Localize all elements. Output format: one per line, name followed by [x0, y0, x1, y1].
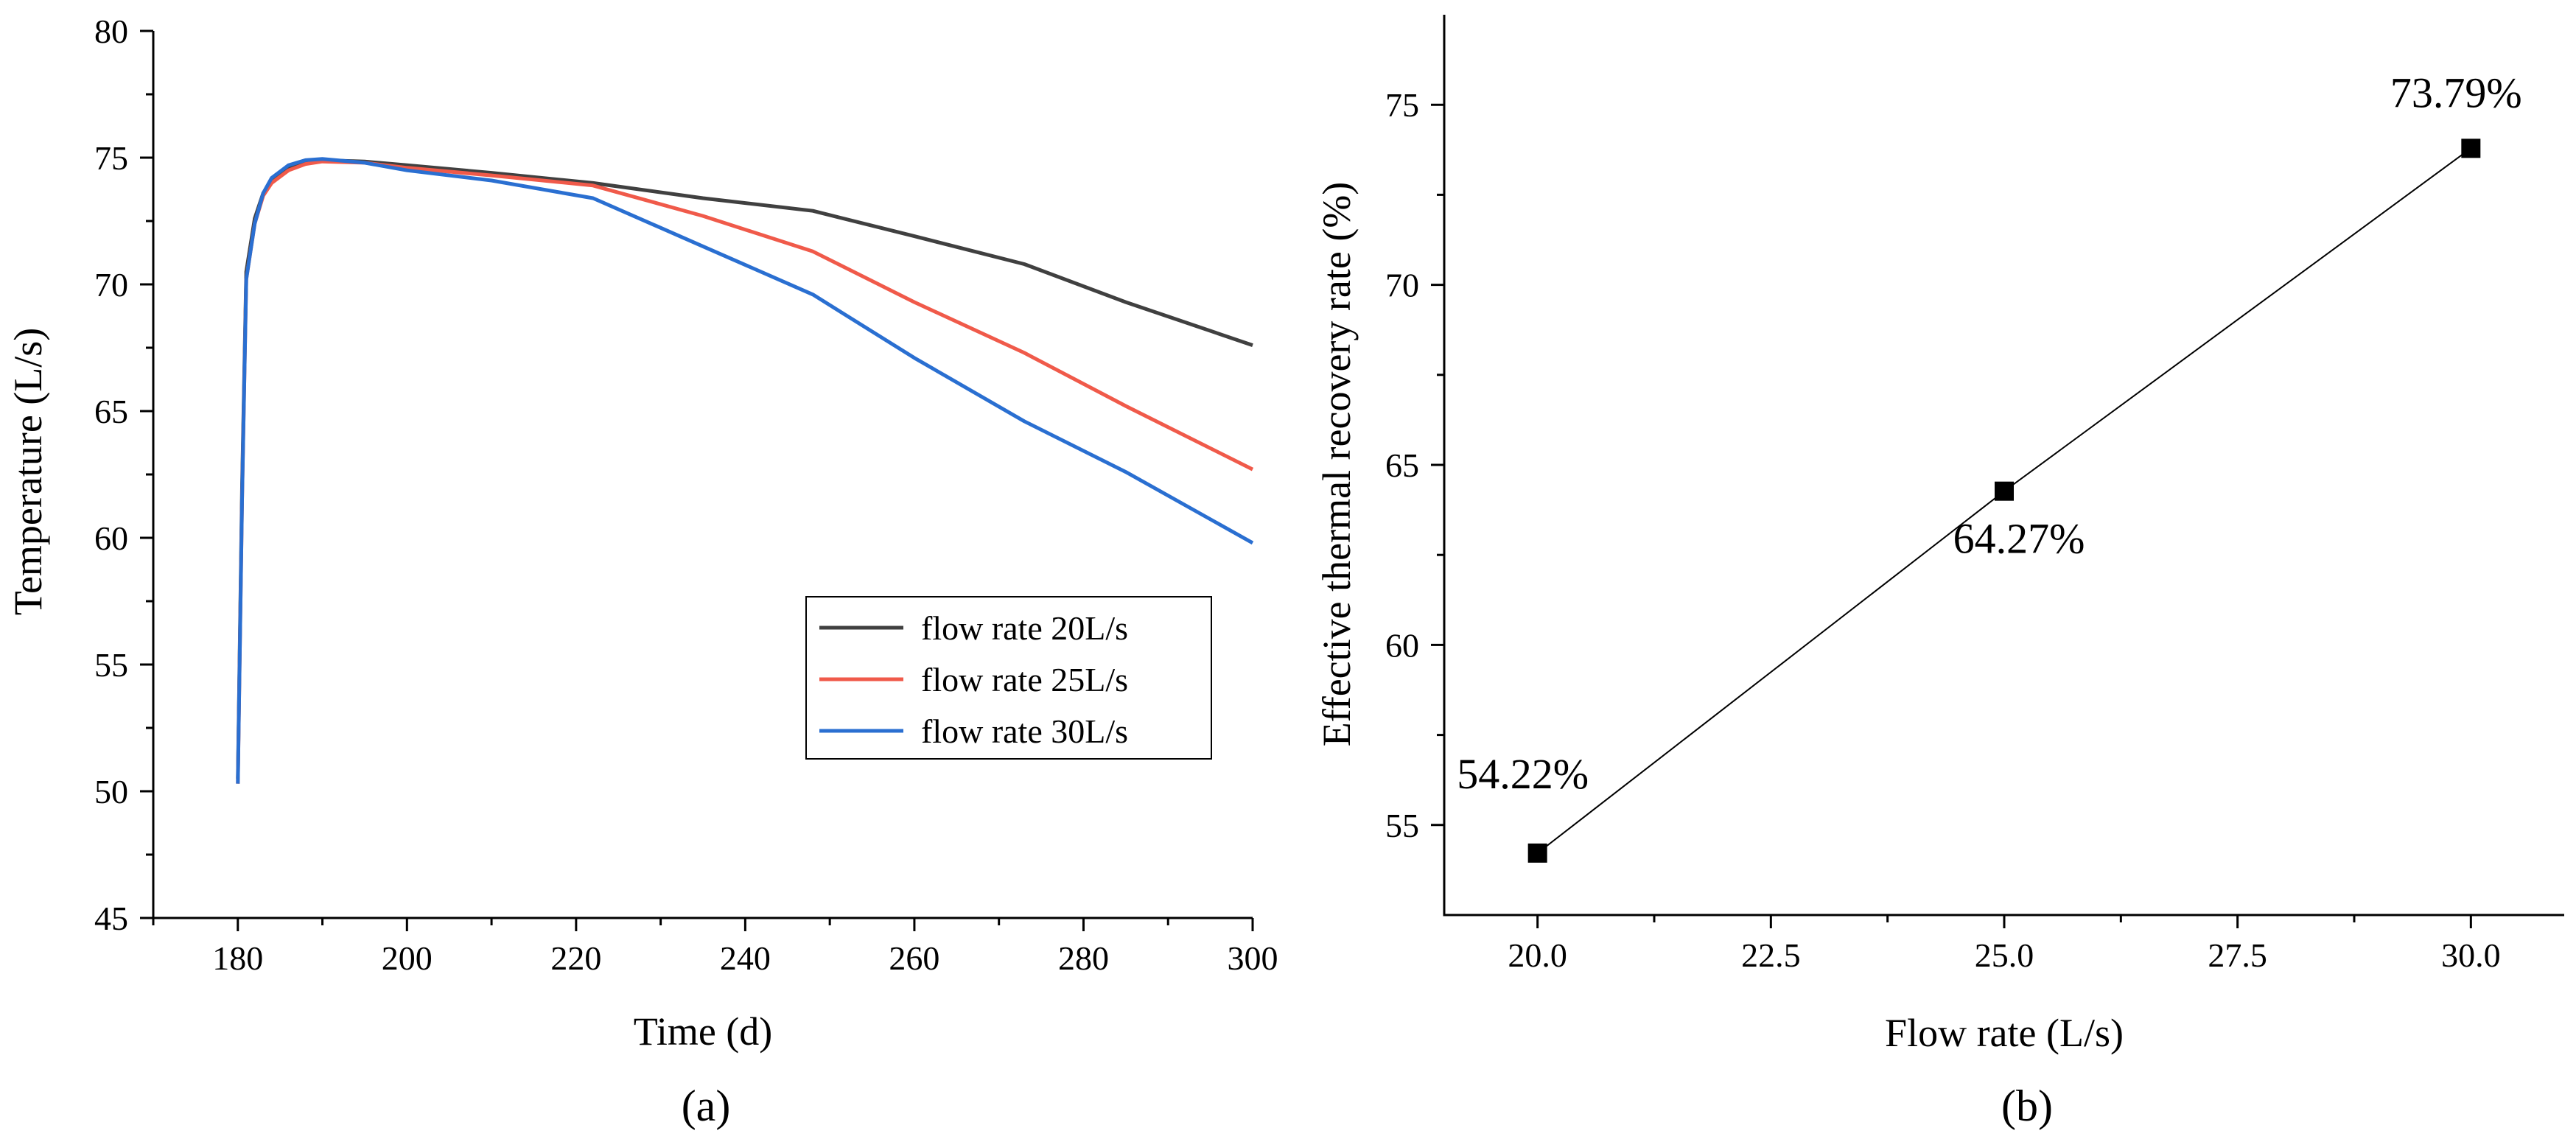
- chart-b-xlabel: Flow rate (L/s): [1885, 1011, 2124, 1055]
- chart-a-xtick-label: 220: [550, 939, 601, 977]
- chart-b-ytick-label: 75: [1385, 86, 1419, 124]
- chart-a-panel-label: (a): [682, 1082, 731, 1130]
- chart-a-xlabel: Time (d): [634, 1009, 773, 1054]
- chart-a-ytick-label: 75: [94, 139, 128, 177]
- chart-b-axes: [1443, 15, 2564, 917]
- chart-a-xtick-label: 240: [720, 939, 771, 977]
- chart-a: 180 200 220 240 260 280 300 45 50 55 60 65 70 75 80 f…: [6, 13, 1278, 1130]
- chart-b-xtick-label: 22.5: [1741, 936, 1801, 974]
- chart-a-ylabel: Temperature (L/s): [6, 328, 50, 616]
- chart-a-ytick-label: 55: [94, 646, 128, 684]
- chart-a-ytick-label: 50: [94, 773, 128, 810]
- chart-a-ytick-label: 60: [94, 519, 128, 557]
- legend-label: flow rate 25L/s: [921, 661, 1128, 698]
- chart-b-xtick-label: 30.0: [2441, 936, 2501, 974]
- chart-b-ytick-label: 70: [1385, 267, 1419, 304]
- chart-b-point: [1527, 843, 1547, 863]
- chart-a-xtick-label: 300: [1228, 939, 1278, 977]
- chart-b-panel-label: (b): [2001, 1082, 2053, 1130]
- chart-b-point: [1995, 481, 2014, 501]
- chart-b-xtick-label: 27.5: [2208, 936, 2267, 974]
- chart-a-series-line: [236, 157, 1254, 784]
- legend-label: flow rate 20L/s: [921, 609, 1128, 647]
- chart-b: 20.0 22.5 25.0 27.5 30.0 55 60 65 70 75 54.22% 64…: [1315, 15, 2564, 1130]
- chart-a-legend: flow rate 20L/s flow rate 25L/s flow rate …: [805, 596, 1212, 760]
- chart-a-xtick-label: 180: [212, 939, 263, 977]
- chart-a-xtick-label: 260: [889, 939, 939, 977]
- chart-a-axes: [152, 31, 1253, 919]
- chart-b-data-label: 64.27%: [1953, 515, 2085, 563]
- chart-a-ytick-label: 80: [94, 13, 128, 50]
- chart-b-data-label: 73.79%: [2390, 69, 2522, 116]
- chart-b-ytick-label: 60: [1385, 626, 1419, 664]
- chart-a-ytick-label: 70: [94, 266, 128, 304]
- chart-b-xtick-label: 25.0: [1975, 936, 2034, 974]
- chart-a-ytick-label: 65: [94, 393, 128, 430]
- chart-b-ytick-label: 65: [1385, 446, 1419, 484]
- chart-a-ytick-label: 45: [94, 900, 128, 937]
- chart-b-data-label: 54.22%: [1457, 750, 1589, 798]
- chart-b-point: [2461, 139, 2481, 158]
- chart-a-xtick-label: 200: [382, 939, 433, 977]
- chart-a-xtick-label: 280: [1058, 939, 1109, 977]
- chart-b-ytick-label: 55: [1385, 807, 1419, 844]
- chart-b-ylabel: Effective thermal recovery rate (%): [1315, 182, 1359, 747]
- chart-b-xtick-label: 20.0: [1508, 936, 1567, 974]
- legend-label: flow rate 30L/s: [921, 712, 1128, 750]
